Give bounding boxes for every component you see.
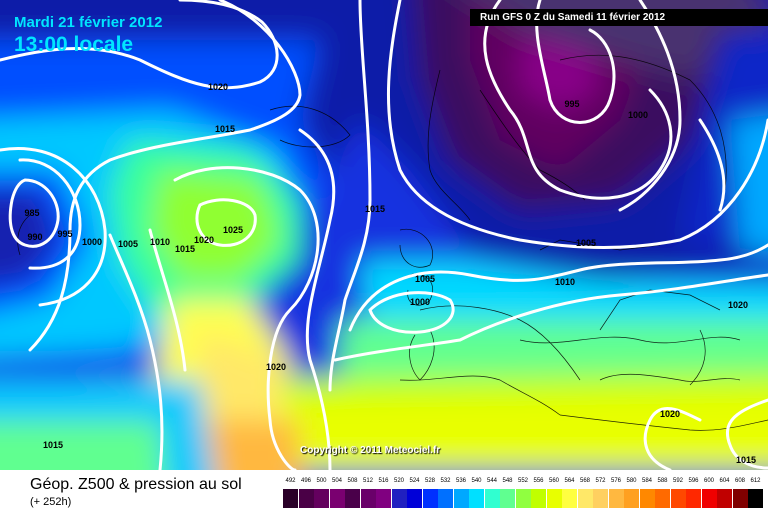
isobar-label: 1005 <box>576 238 596 248</box>
scale-label: 532 <box>440 478 451 484</box>
scale-label: 520 <box>393 478 404 484</box>
scale-label: 604 <box>719 478 730 484</box>
isobar-label: 985 <box>24 208 39 218</box>
scale-swatch <box>453 489 469 508</box>
scale-label: 584 <box>641 478 652 484</box>
isobar-label: 1000 <box>628 110 648 120</box>
scale-swatch <box>531 489 546 508</box>
coastlines <box>17 54 768 431</box>
copyright-notice: Copyright © 2011 Meteociel.fr <box>300 445 441 456</box>
isobar-label: 1020 <box>194 235 214 245</box>
scale-label: 560 <box>548 478 559 484</box>
scale-swatch <box>686 489 701 508</box>
forecast-offset: (+ 252h) <box>30 496 72 508</box>
scale-label: 592 <box>672 478 683 484</box>
scale-label: 596 <box>688 478 699 484</box>
scale-swatch <box>391 489 407 508</box>
isobar-label: 990 <box>27 232 42 242</box>
isobar-label: 995 <box>57 229 72 239</box>
scale-label: 500 <box>316 478 327 484</box>
scale-swatch <box>376 489 391 508</box>
isobar-labels: 1020 1015 995 1000 985 990 995 1000 1005… <box>24 82 756 465</box>
scale-swatch <box>438 489 453 508</box>
scale-swatch <box>593 489 608 508</box>
scale-swatch <box>717 489 732 508</box>
scale-label: 548 <box>502 478 513 484</box>
scale-label: 528 <box>424 478 435 484</box>
isobar-label: 1015 <box>736 455 756 465</box>
scale-swatch <box>422 489 438 508</box>
scale-label: 552 <box>517 478 528 484</box>
scale-label: 608 <box>734 478 745 484</box>
scale-label: 580 <box>626 478 637 484</box>
color-scale-legend: 492 496 500 504 508 512 516 520 524 528 532 536 540 5… <box>283 478 767 510</box>
scale-swatch <box>515 489 531 508</box>
scale-swatch <box>298 489 314 508</box>
scale-label: 540 <box>471 478 482 484</box>
scale-swatch <box>360 489 376 508</box>
scale-swatch <box>608 489 624 508</box>
isobar-label: 1025 <box>223 225 243 235</box>
scale-label: 588 <box>657 478 668 484</box>
forecast-time: 13:00 locale <box>14 33 134 56</box>
scale-label: 600 <box>703 478 714 484</box>
isobar-label: 1020 <box>208 82 228 92</box>
isobar-label: 995 <box>564 99 579 109</box>
scale-label: 568 <box>579 478 590 484</box>
scale-label: 516 <box>378 478 389 484</box>
isobar-label: 1000 <box>82 237 102 247</box>
map-title: Géop. Z500 & pression au sol <box>30 476 242 493</box>
isobar-label: 1015 <box>43 440 63 450</box>
scale-label: 572 <box>595 478 606 484</box>
isobar-label: 1005 <box>415 274 435 284</box>
forecast-date: Mardi 21 février 2012 <box>14 14 163 31</box>
scale-swatch <box>577 489 593 508</box>
scale-label: 508 <box>347 478 358 484</box>
isobar-label: 1015 <box>175 244 195 254</box>
scale-swatch <box>748 489 763 508</box>
scale-label: 512 <box>362 478 373 484</box>
scale-swatch <box>624 489 639 508</box>
isobar-label: 1020 <box>266 362 286 372</box>
scale-label: 504 <box>331 478 342 484</box>
scale-label: 524 <box>409 478 420 484</box>
scale-label: 536 <box>455 478 466 484</box>
scale-swatch <box>732 489 748 508</box>
scale-swatch <box>484 489 500 508</box>
isobar-label: 1010 <box>555 277 575 287</box>
scale-label: 556 <box>533 478 544 484</box>
isobars <box>0 0 768 470</box>
scale-swatch <box>329 489 345 508</box>
isobar-label: 1005 <box>118 239 138 249</box>
z500-color-field <box>0 0 768 470</box>
scale-swatch <box>469 489 484 508</box>
scale-swatch <box>655 489 670 508</box>
isobar-label: 1010 <box>150 237 170 247</box>
scale-swatch <box>639 489 655 508</box>
scale-swatch <box>407 489 422 508</box>
scale-swatch <box>283 489 298 508</box>
scale-swatch <box>546 489 562 508</box>
isobar-label: 1000 <box>410 297 430 307</box>
isobar-label: 1015 <box>215 124 235 134</box>
scale-swatch <box>500 489 515 508</box>
isobar-label: 1020 <box>660 409 680 419</box>
weather-map: 1020 1015 995 1000 985 990 995 1000 1005… <box>0 0 768 470</box>
scale-label: 492 <box>285 478 296 484</box>
scale-label: 544 <box>486 478 497 484</box>
isobar-label: 1020 <box>728 300 748 310</box>
geopotential-field: 1020 1015 995 1000 985 990 995 1000 1005… <box>0 0 768 470</box>
scale-swatch <box>314 489 329 508</box>
scale-label: 612 <box>750 478 761 484</box>
scale-label: 576 <box>610 478 621 484</box>
scale-swatch <box>345 489 360 508</box>
isobar-label: 1015 <box>365 204 385 214</box>
scale-label: 564 <box>564 478 575 484</box>
model-run-banner: Run GFS 0 Z du Samedi 11 février 2012 <box>470 9 768 26</box>
scale-swatch <box>701 489 717 508</box>
scale-label: 496 <box>300 478 311 484</box>
scale-swatch <box>670 489 686 508</box>
scale-swatch <box>562 489 577 508</box>
